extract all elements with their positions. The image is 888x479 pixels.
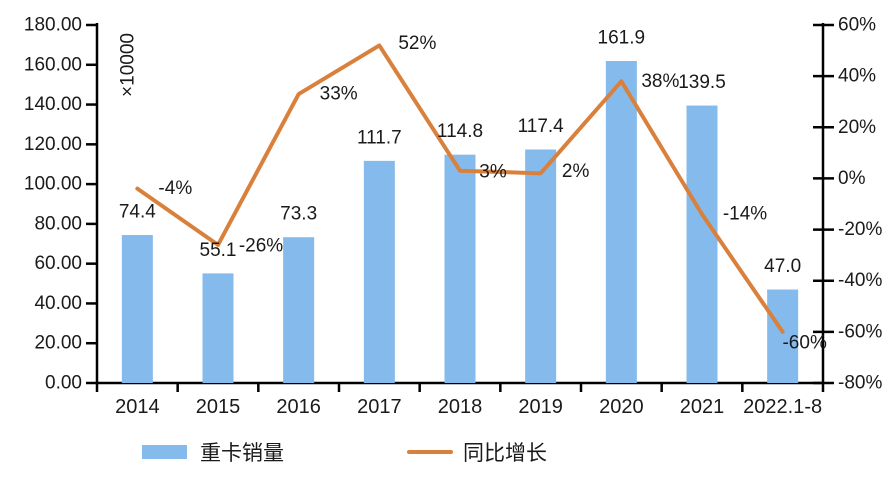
chart-legend: 重卡销量 同比增长	[0, 438, 888, 468]
left-axis-tick-label: 60.00	[34, 253, 82, 274]
legend-label-growth: 同比增长	[463, 442, 547, 465]
left-axis-tick-label: 140.00	[24, 94, 82, 115]
right-axis-tick-label: -60%	[838, 321, 882, 342]
bar-value-label: 55.1	[200, 240, 237, 261]
x-axis-category-label: 2022.1-8	[743, 396, 822, 418]
bar-2022.1-8	[767, 289, 799, 383]
legend-item-growth: 同比增长	[407, 438, 547, 466]
right-axis-tick-label: -20%	[838, 219, 882, 240]
bar-value-label: 111.7	[357, 127, 402, 148]
left-axis-tick-label: 80.00	[34, 213, 82, 234]
line-value-label: -4%	[158, 178, 192, 199]
legend-item-sales: 重卡销量	[142, 438, 284, 466]
left-axis-tick-label: 20.00	[34, 333, 82, 354]
bar-value-label: 117.4	[518, 116, 565, 137]
right-axis-tick-label: 60%	[838, 15, 876, 36]
x-axis-category-label: 2014	[115, 396, 160, 418]
bar-value-label: 74.4	[119, 202, 156, 223]
x-axis-category-label: 2020	[599, 396, 644, 418]
left-axis-tick-label: 100.00	[24, 174, 82, 195]
bar-2019	[525, 149, 557, 383]
x-axis-category-label: 2017	[357, 396, 402, 418]
right-axis-tick-label: 0%	[838, 168, 866, 189]
bar-value-label: 114.8	[437, 121, 483, 142]
bar-2017	[363, 160, 395, 383]
left-axis-tick-label: 120.00	[24, 134, 82, 155]
line-value-label: 33%	[320, 84, 358, 105]
bar-value-label: 73.3	[280, 204, 317, 225]
bar-2020	[605, 60, 637, 383]
bar-2018	[444, 154, 476, 383]
bar-series-swatch-icon	[142, 445, 187, 459]
left-axis-tick-label: 160.00	[24, 54, 82, 75]
left-axis-tick-label: 180.00	[24, 15, 82, 36]
left-axis-unit-label: ×10000	[118, 33, 139, 97]
bar-value-label: 47.0	[764, 256, 801, 277]
line-value-label: 52%	[398, 33, 436, 54]
bar-2021	[686, 105, 718, 384]
x-axis-category-label: 2021	[680, 396, 725, 418]
bar-2015	[202, 273, 234, 383]
bar-value-label: 139.5	[678, 72, 726, 93]
left-axis-tick-label: 0.00	[45, 373, 82, 394]
right-axis-tick-label: 40%	[838, 66, 876, 87]
x-axis-category-label: 2016	[276, 396, 321, 418]
right-axis-tick-label: -40%	[838, 270, 882, 291]
x-axis-category-label: 2019	[518, 396, 563, 418]
line-series-swatch-icon	[407, 450, 453, 454]
right-axis-tick-label: -80%	[838, 373, 882, 394]
line-value-label: 2%	[562, 161, 590, 182]
left-axis-tick-label: 40.00	[34, 293, 82, 314]
growth-line	[135, 43, 785, 334]
line-value-label: 3%	[479, 161, 507, 182]
line-value-label: 38%	[641, 71, 679, 92]
right-axis-tick-label: 20%	[838, 117, 876, 138]
line-value-label: -14%	[723, 204, 767, 225]
x-axis-category-label: 2015	[196, 396, 241, 418]
x-axis-category-label: 2018	[438, 396, 483, 418]
line-value-label: -26%	[239, 235, 283, 256]
line-value-label: -60%	[782, 332, 826, 353]
bar-2016	[283, 237, 315, 383]
legend-label-sales: 重卡销量	[200, 442, 284, 465]
bar-value-label: 161.9	[598, 27, 646, 48]
bar-2014	[121, 235, 153, 383]
